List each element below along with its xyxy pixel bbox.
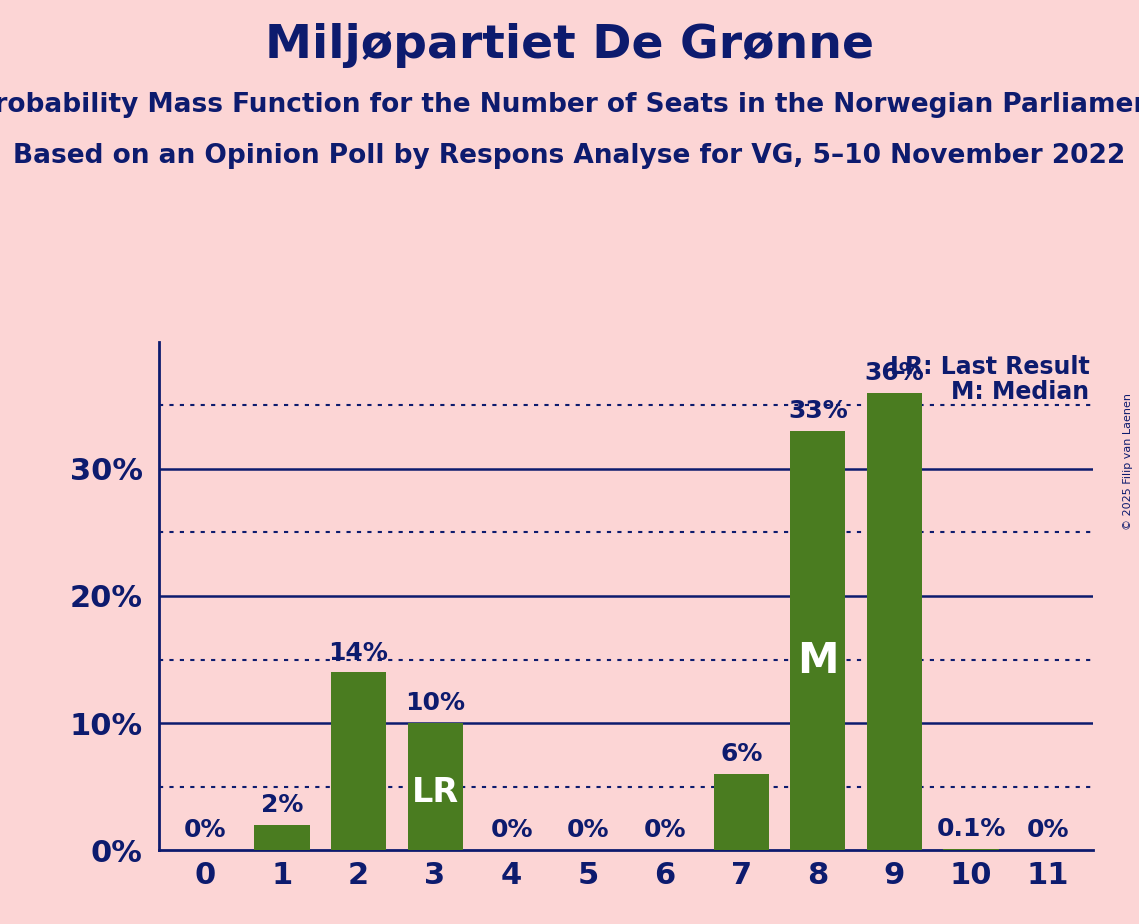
Text: 0%: 0% — [185, 819, 227, 843]
Bar — [790, 431, 845, 850]
Text: Miljøpartiet De Grønne: Miljøpartiet De Grønne — [265, 23, 874, 68]
Bar — [943, 849, 999, 850]
Text: © 2025 Filip van Laenen: © 2025 Filip van Laenen — [1123, 394, 1133, 530]
Bar — [254, 824, 310, 850]
Text: 0%: 0% — [567, 819, 609, 843]
Bar — [714, 774, 769, 850]
Text: 0.1%: 0.1% — [936, 817, 1006, 841]
Text: 0%: 0% — [644, 819, 686, 843]
Text: M: M — [797, 640, 838, 683]
Text: 0%: 0% — [491, 819, 533, 843]
Text: 36%: 36% — [865, 361, 924, 385]
Text: Probability Mass Function for the Number of Seats in the Norwegian Parliament: Probability Mass Function for the Number… — [0, 92, 1139, 118]
Text: 14%: 14% — [328, 640, 388, 664]
Text: 6%: 6% — [720, 742, 762, 766]
Text: 10%: 10% — [405, 691, 465, 715]
Text: Based on an Opinion Poll by Respons Analyse for VG, 5–10 November 2022: Based on an Opinion Poll by Respons Anal… — [14, 143, 1125, 169]
Text: 0%: 0% — [1026, 819, 1068, 843]
Text: 2%: 2% — [261, 793, 303, 817]
Text: LR: LR — [411, 776, 459, 809]
Bar — [331, 673, 386, 850]
Bar — [408, 723, 462, 850]
Text: LR: Last Result: LR: Last Result — [890, 355, 1090, 379]
Text: 33%: 33% — [788, 399, 847, 423]
Text: M: Median: M: Median — [951, 380, 1090, 404]
Bar — [867, 393, 921, 850]
